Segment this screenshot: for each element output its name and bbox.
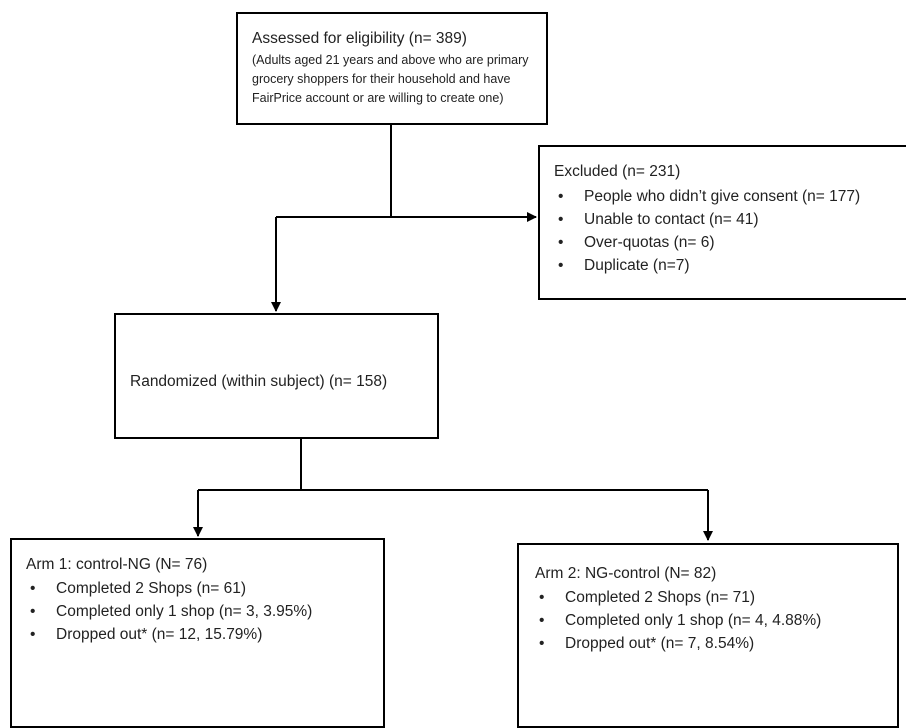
bullet-icon: • [30, 603, 36, 620]
arm1-title: Arm 1: control-NG (N= 76) [26, 556, 208, 573]
list-item: • Completed 2 Shops (n= 61) [26, 577, 383, 600]
bullet-icon: • [558, 234, 564, 251]
list-item: • Duplicate (n=7) [554, 254, 906, 277]
bullet-icon: • [30, 580, 36, 597]
excluded-title: Excluded (n= 231) [554, 163, 681, 180]
bullet-icon: • [558, 257, 564, 274]
list-item: • Completed only 1 shop (n= 4, 4.88%) [535, 609, 897, 632]
excluded-box: Excluded (n= 231) • People who didn’t giv… [538, 145, 906, 300]
bullet-icon: • [539, 635, 545, 652]
assessed-title: Assessed for eligibility (n= 389) [252, 30, 467, 47]
randomized-box: Randomized (within subject) (n= 158) [114, 313, 439, 439]
assessed-note: (Adults aged 21 years and above who are … [252, 53, 529, 105]
bullet-icon: • [558, 188, 564, 205]
bullet-icon: • [539, 612, 545, 629]
bullet-icon: • [539, 589, 545, 606]
arm2-title: Arm 2: NG-control (N= 82) [535, 565, 717, 582]
list-item: • Over-quotas (n= 6) [554, 231, 906, 254]
flow-connectors [193, 124, 713, 541]
assessed-box: Assessed for eligibility (n= 389) (Adult… [236, 12, 548, 125]
excluded-list: • People who didn’t give consent (n= 177)… [554, 185, 906, 277]
list-item: • Dropped out* (n= 12, 15.79%) [26, 623, 383, 646]
list-item: • Unable to contact (n= 41) [554, 208, 906, 231]
arm2-list: • Completed 2 Shops (n= 71) • Completed on… [535, 586, 897, 655]
arm1-list: • Completed 2 Shops (n= 61) • Completed on… [26, 577, 383, 646]
list-item: • Completed 2 Shops (n= 71) [535, 586, 897, 609]
arm1-box: Arm 1: control-NG (N= 76) • Completed 2 S… [10, 538, 385, 728]
bullet-icon: • [30, 626, 36, 643]
list-item: • People who didn’t give consent (n= 177) [554, 185, 906, 208]
arm2-box: Arm 2: NG-control (N= 82) • Completed 2 S… [517, 543, 899, 728]
bullet-icon: • [558, 211, 564, 228]
list-item: • Dropped out* (n= 7, 8.54%) [535, 632, 897, 655]
randomized-title: Randomized (within subject) (n= 158) [130, 373, 388, 390]
list-item: • Completed only 1 shop (n= 3, 3.95%) [26, 600, 383, 623]
